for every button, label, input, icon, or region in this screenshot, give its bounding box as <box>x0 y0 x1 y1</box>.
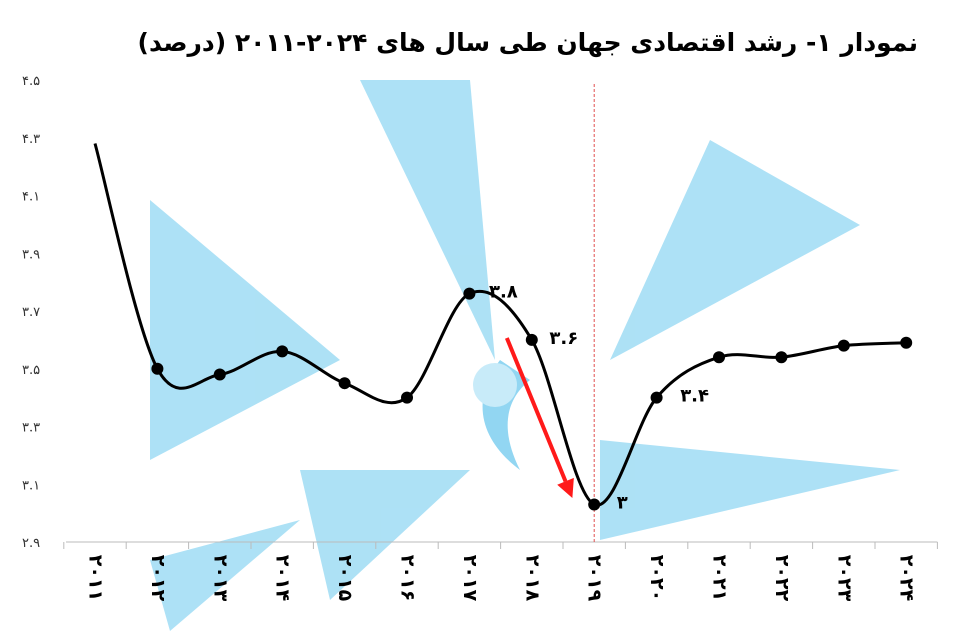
data-point <box>338 377 351 390</box>
x-tick-label: ۲۰۲۱ <box>709 555 731 601</box>
x-tick-label: ۲۰۲۳ <box>833 555 855 602</box>
series-path <box>93 143 907 507</box>
data-point <box>151 362 164 375</box>
arrow-shaft <box>504 337 568 483</box>
y-axis: ۲.۹ ۳.۱ ۳.۳ ۳.۵ ۳.۷ ۳.۹ ۴.۱ ۴.۳ ۴.۵ <box>22 74 40 551</box>
data-label: ۳.۴ <box>680 386 709 407</box>
y-tick-label: ۳.۱ <box>22 478 40 493</box>
x-tick-label: ۲۰۱۴ <box>272 555 294 601</box>
x-tick-label: ۲۰۱۸ <box>521 555 543 602</box>
x-tick-label: ۲۰۲۲ <box>771 555 793 602</box>
data-point <box>213 368 226 381</box>
chart-title: نمودار ۱- رشد اقتصادی جهان طی سال های ۲۰… <box>137 28 918 57</box>
y-tick-label: ۳.۷ <box>22 305 40 320</box>
data-point <box>588 498 601 511</box>
data-label: ۳ <box>617 492 628 513</box>
data-point <box>837 339 850 352</box>
series-points <box>151 287 913 511</box>
y-tick-label: ۴.۵ <box>22 74 40 89</box>
y-tick-label: ۴.۳ <box>22 132 40 147</box>
watermark-logo <box>150 80 900 631</box>
x-tick-label: ۲۰۱۹ <box>584 555 606 602</box>
x-tick-label: ۲۰۱۶ <box>397 555 419 601</box>
y-tick-label: ۳.۳ <box>22 421 40 436</box>
data-point <box>401 391 413 404</box>
x-tick-label: ۲۰۱۷ <box>459 555 481 602</box>
data-label: ۳.۶ <box>549 328 578 349</box>
series-line <box>93 143 907 507</box>
data-point <box>900 336 913 349</box>
x-tick-label: ۲۰۱۳ <box>209 555 231 602</box>
x-tick-label: ۲۰۱۱ <box>85 555 107 601</box>
x-tick-label: ۲۰۲۰ <box>646 555 668 601</box>
data-point <box>276 345 289 358</box>
data-point <box>650 391 663 404</box>
x-tick-label: ۲۰۱۵ <box>334 555 356 602</box>
y-tick-label: ۳.۵ <box>22 363 40 378</box>
data-point <box>525 333 538 346</box>
arrow-head <box>557 477 574 498</box>
y-tick-label: ۴.۱ <box>22 190 40 205</box>
y-tick-label: ۲.۹ <box>22 536 40 551</box>
data-point <box>463 287 476 300</box>
x-tick-label: ۲۰۲۴ <box>896 555 918 601</box>
data-point <box>775 351 788 364</box>
x-tick-label: ۲۰۱۲ <box>147 555 169 602</box>
trend-arrow <box>504 337 574 498</box>
data-label: ۳.۸ <box>489 282 518 303</box>
x-axis: ۲۰۱۱ ۲۰۱۲ ۲۰۱۳ ۲۰۱۴ ۲۰۱۵ ۲۰۱۶ ۲۰۱۷ ۲۰۱۸ ۲۰۱۹ ۲۰۲۰… <box>63 541 938 602</box>
data-point <box>713 351 725 364</box>
y-tick-label: ۳.۹ <box>22 247 40 262</box>
data-labels: ۳.۸ ۳.۶ ۳ ۳.۴ <box>489 282 709 514</box>
